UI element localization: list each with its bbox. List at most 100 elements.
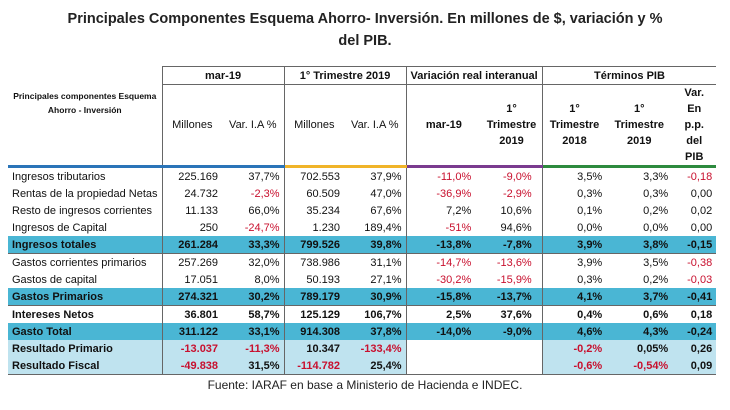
table-cell: 0,02 [690, 204, 713, 217]
table-cell: 27,1% [370, 273, 402, 286]
table-cell: 3,5% [606, 253, 673, 271]
table-cell: 31,5% [222, 357, 285, 375]
table-cell: 0,3% [541, 271, 607, 288]
table-cell: -114.782 [283, 357, 345, 375]
group-t1-2019: 1° Trimestre 2019 [283, 66, 407, 85]
table-cell: 0,18 [672, 305, 717, 323]
row-label: Ingresos de Capital [12, 221, 107, 234]
table-body: Ingresos tributarios 225.169 37,7% 702.553 3… [8, 166, 717, 375]
row-label: Resultado Fiscal [8, 357, 163, 375]
table-cell: 66,0% [248, 204, 280, 217]
table-row: Resultado Fiscal -49.838 31,5% -114.782 25,4… [8, 357, 717, 375]
table-cell: 3,8% [606, 236, 673, 254]
table-cell: 10.347 [283, 340, 345, 357]
table-cell: 738.986 [283, 253, 345, 271]
table-row: Gastos de capital 17.051 8,0% 50.193 27,1% -3… [8, 271, 716, 288]
row-label: Resultado Primario [8, 340, 163, 357]
table-cell: 189,4% [364, 221, 402, 234]
title-line-2: del PIB. [338, 33, 392, 49]
title-line-1: Principales Componentes Esquema Ahorro- … [67, 11, 663, 27]
table-cell [405, 340, 482, 357]
fiscal-table: mar-19 1° Trimestre 2019 Variación real … [8, 66, 717, 375]
header-var-mar: Var. I.A % [222, 84, 285, 168]
table-cell: -13,8% [405, 236, 482, 254]
table-cell: 1.230 [283, 219, 345, 236]
table-cell: 799.526 [283, 236, 345, 254]
table-cell: 0,00 [690, 187, 713, 200]
header-pib-2019: 1° Trimestre 2019 [606, 84, 673, 168]
table-cell [481, 357, 543, 375]
group-mar19: mar-19 [161, 66, 285, 85]
table-cell: 274.321 [161, 288, 223, 306]
table-cell: 0,6% [606, 305, 673, 323]
table-cell: 4,6% [541, 323, 607, 340]
table-cell: 0,3% [541, 185, 607, 202]
table-cell: -0,2% [541, 340, 607, 357]
table-cell: 0,0% [541, 219, 607, 236]
table-cell: -13.037 [161, 340, 223, 357]
row-label: Ingresos tributarios [8, 166, 163, 185]
header-var-real-t1: 1° Trimestre 2019 [481, 84, 543, 168]
table-cell: -51% [405, 219, 482, 236]
column-label: Principales componentes Esquema Ahorro -… [8, 84, 163, 168]
table-cell: -133,4% [344, 340, 407, 357]
table-cell: 789.179 [283, 288, 345, 306]
table-cell: 2,5% [405, 305, 482, 323]
table-cell: 0,1% [541, 202, 607, 219]
table-cell: 125.129 [283, 305, 345, 323]
table-cell: 3,9% [541, 236, 607, 254]
table-cell: -11,3% [222, 340, 285, 357]
table-cell: 106,7% [344, 305, 407, 323]
source-note: Fuente: IARAF en base a Ministerio de Ha… [207, 378, 523, 392]
table-cell: 261.284 [161, 236, 223, 254]
table-cell: 257.269 [161, 253, 223, 271]
table-row: Resultado Primario -13.037 -11,3% 10.347 -13… [8, 340, 717, 357]
table-cell: 7,2% [405, 202, 482, 219]
table-cell: 37,7% [222, 166, 285, 185]
table-row: Gasto Total 311.122 33,1% 914.308 37,8% -14,0… [8, 323, 717, 340]
table-cell: 47,0% [370, 187, 402, 200]
table-cell: -0,18 [672, 166, 717, 185]
table-cell [481, 340, 543, 357]
table-cell: 3,7% [606, 288, 673, 306]
table-cell: 58,7% [222, 305, 285, 323]
header-var-real-mar: mar-19 [405, 84, 482, 168]
table-row: Gastos corrientes primarios 257.269 32,0% 7… [8, 253, 717, 271]
table-cell: 11.133 [161, 202, 223, 219]
table-cell: -11,0% [405, 166, 482, 185]
table-cell: 37,6% [481, 305, 543, 323]
table-row: Intereses Netos 36.801 58,7% 125.129 106,7% 2… [8, 305, 717, 323]
table-cell: 10,6% [500, 204, 532, 217]
table-cell: 8,0% [254, 273, 280, 286]
table-cell: 4,3% [606, 323, 673, 340]
table-cell: 225.169 [161, 166, 223, 185]
table-cell: -0,38 [672, 253, 717, 271]
table-cell: -14,0% [405, 323, 482, 340]
table-cell: -0,54% [606, 357, 673, 375]
table-cell: 0,4% [541, 305, 607, 323]
table-cell: -49.838 [161, 357, 223, 375]
table-cell: 30,2% [222, 288, 285, 306]
table-cell: 39,8% [344, 236, 407, 254]
table-cell: -15,8% [405, 288, 482, 306]
table-cell: -14,7% [405, 253, 482, 271]
table-row: Gastos Primarios 274.321 30,2% 789.179 30,9%… [8, 288, 717, 306]
table-cell: -13,6% [481, 253, 543, 271]
table-cell: 37,8% [344, 323, 407, 340]
header-millones-t1: Millones [283, 84, 345, 168]
table-cell: 24.732 [161, 185, 223, 202]
table-cell: 0,26 [672, 340, 717, 357]
table-cell: -0,6% [541, 357, 607, 375]
table-cell: 50.193 [283, 271, 345, 288]
table-cell: 3,9% [541, 253, 607, 271]
row-label: Gastos Primarios [8, 288, 163, 306]
table-cell: 30,9% [344, 288, 407, 306]
table-cell: 0,0% [643, 221, 669, 234]
table-cell: -24,7% [244, 221, 280, 234]
table-cell: 35.234 [283, 202, 345, 219]
table-cell: -9,0% [481, 166, 543, 185]
table-cell: -13,7% [481, 288, 543, 306]
table-cell: 33,3% [222, 236, 285, 254]
group-terminos-pib: Términos PIB [541, 66, 717, 85]
table-cell: -0,41 [672, 288, 717, 306]
